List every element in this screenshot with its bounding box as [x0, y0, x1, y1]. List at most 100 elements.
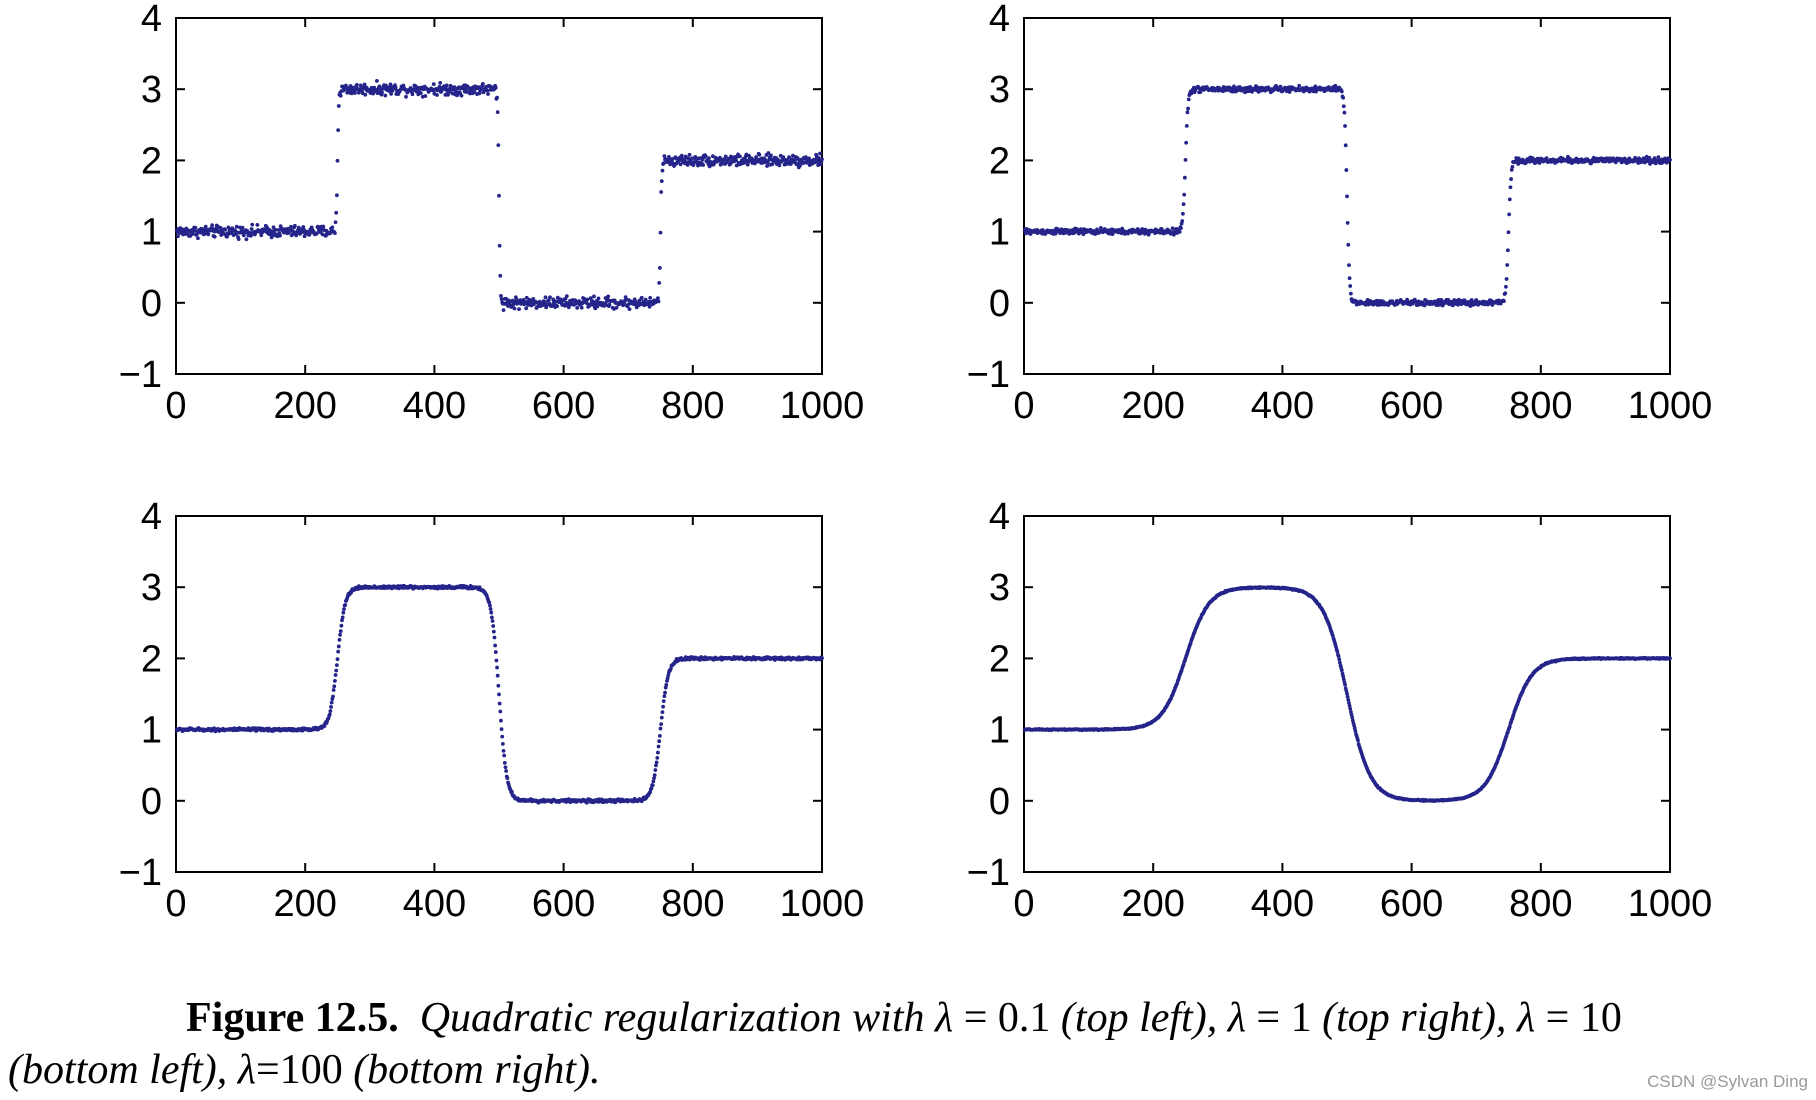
y-tick-label: 3 — [989, 567, 1010, 609]
data-point — [1656, 155, 1661, 160]
data-point — [333, 678, 337, 683]
data-point — [223, 227, 228, 232]
data-point — [294, 233, 299, 238]
data-point — [647, 304, 652, 309]
data-point — [1341, 674, 1346, 679]
data-point — [649, 786, 654, 791]
data-point — [307, 232, 312, 236]
data-point — [201, 227, 206, 232]
data-point — [404, 94, 408, 99]
data-point — [1336, 654, 1341, 659]
data-point — [818, 151, 822, 156]
x-tick-label: 0 — [165, 883, 186, 925]
data-point — [765, 164, 769, 168]
data-point — [486, 92, 490, 96]
data-point — [334, 668, 339, 673]
data-point — [792, 158, 797, 163]
data-point — [362, 82, 367, 87]
data-point — [489, 615, 494, 620]
data-point — [269, 235, 274, 240]
data-point — [745, 162, 750, 167]
data-point — [1297, 83, 1302, 88]
data-point — [495, 95, 499, 100]
data-point — [579, 305, 584, 310]
data-point — [492, 635, 497, 640]
data-point — [393, 85, 398, 90]
data-point — [757, 152, 762, 157]
data-point — [643, 297, 648, 302]
data-point — [654, 760, 659, 765]
data-point — [342, 607, 346, 612]
data-point — [562, 303, 567, 308]
y-tick-label: −1 — [967, 852, 1010, 894]
data-point — [663, 690, 667, 695]
data-point — [1347, 263, 1351, 268]
data-point — [203, 224, 208, 229]
y-tick-label: 2 — [141, 638, 162, 680]
data-point — [504, 769, 509, 773]
lambda-value-1: 0.1 — [997, 995, 1051, 1041]
data-point — [654, 763, 658, 768]
data-point — [241, 233, 246, 238]
data-point — [505, 776, 510, 781]
data-point — [1537, 161, 1542, 165]
data-point — [531, 296, 536, 301]
watermark: CSDN @Sylvan Ding — [1647, 1072, 1808, 1091]
data-point — [497, 193, 501, 198]
data-point — [354, 83, 359, 87]
data-point — [495, 673, 500, 678]
x-tick-label: 0 — [1013, 883, 1034, 925]
data-point — [1503, 291, 1508, 296]
data-point — [517, 307, 521, 312]
data-point — [1185, 110, 1190, 115]
data-point — [652, 776, 656, 781]
data-point — [343, 603, 348, 607]
data-point — [512, 306, 517, 311]
data-point — [333, 673, 338, 677]
data-point — [250, 222, 255, 227]
data-point — [336, 644, 341, 649]
data-point — [510, 790, 514, 794]
data-point — [1505, 248, 1510, 253]
data-series — [174, 583, 824, 805]
data-point — [1232, 84, 1236, 89]
data-point — [1647, 155, 1652, 160]
data-point — [1186, 97, 1191, 102]
data-point — [1184, 140, 1189, 145]
data-point — [328, 709, 333, 713]
y-tick-label: 0 — [989, 781, 1010, 823]
data-point — [496, 143, 501, 148]
data-point — [660, 710, 665, 715]
data-point — [1335, 649, 1340, 654]
data-point — [273, 228, 278, 232]
data-point — [1170, 226, 1175, 231]
data-point — [1341, 677, 1346, 682]
data-point — [1516, 156, 1521, 161]
data-point — [633, 299, 638, 304]
data-point — [659, 190, 664, 194]
data-point — [1347, 276, 1352, 281]
data-point — [321, 224, 326, 229]
data-point — [500, 734, 505, 739]
data-point — [499, 293, 503, 298]
data-point — [334, 663, 339, 668]
caption-text-bottom-right: (bottom right). — [353, 1047, 601, 1093]
data-point — [193, 225, 198, 230]
data-point — [626, 302, 631, 307]
x-tick-label: 400 — [1251, 385, 1314, 427]
x-tick-label: 1000 — [780, 385, 865, 427]
data-point — [678, 162, 683, 167]
data-point — [524, 295, 529, 300]
x-tick-label: 0 — [1013, 385, 1034, 427]
data-point — [495, 110, 500, 114]
data-point — [336, 104, 341, 108]
data-point — [383, 93, 388, 98]
data-point — [1348, 284, 1353, 288]
data-point — [255, 223, 260, 227]
data-point — [497, 243, 502, 248]
x-tick-label: 800 — [661, 883, 724, 925]
data-point — [1341, 95, 1346, 100]
x-tick-label: 200 — [1121, 385, 1184, 427]
data-point — [340, 615, 345, 620]
data-point — [687, 152, 692, 157]
